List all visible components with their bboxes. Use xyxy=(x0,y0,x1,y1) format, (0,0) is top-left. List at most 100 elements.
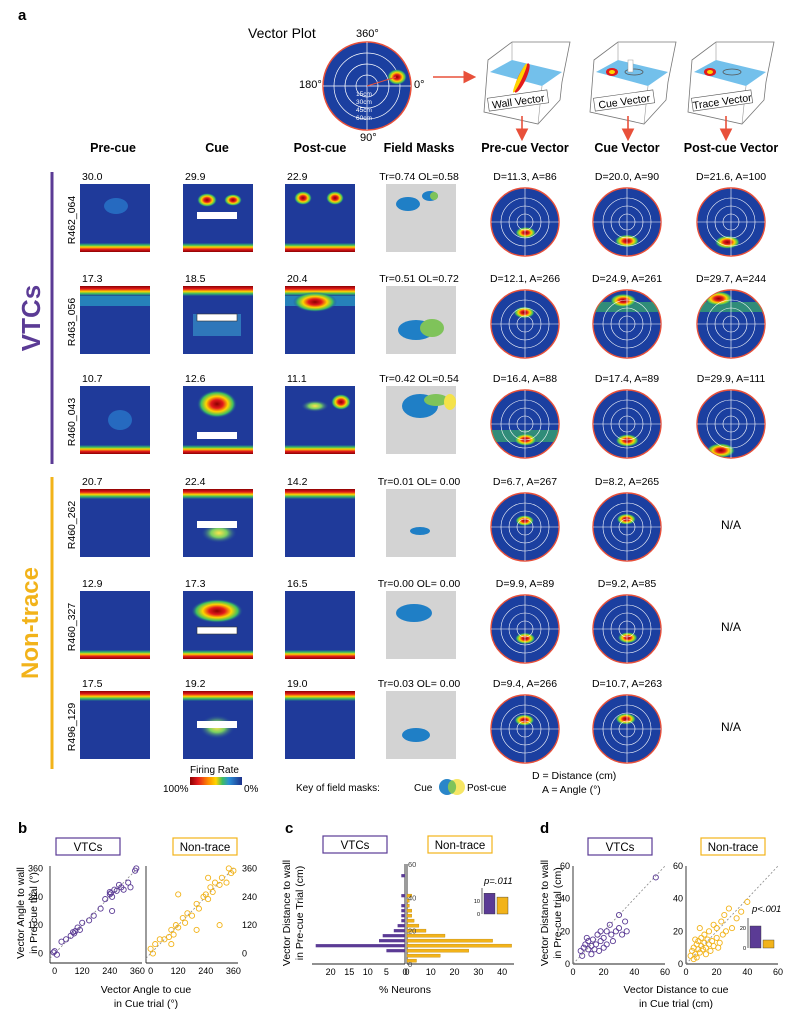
mask-bg xyxy=(386,591,456,659)
vector-na: N/A xyxy=(721,720,741,734)
scatter-point xyxy=(133,865,140,872)
scatter-point xyxy=(120,886,127,893)
histogram-bar-vtc xyxy=(401,914,405,918)
scatter-point xyxy=(202,891,209,898)
cue-field xyxy=(197,390,237,418)
column-header-6: Post-cue Vector xyxy=(684,141,779,155)
inset-tick: 20 xyxy=(740,926,746,932)
field-mask xyxy=(386,286,456,354)
scatter-point xyxy=(107,890,114,897)
wall-field xyxy=(80,243,150,252)
inset-tick: 10 xyxy=(474,899,480,905)
histogram-bar-vtc xyxy=(401,909,405,913)
mask-bg xyxy=(386,184,456,252)
scatter-point xyxy=(707,947,714,954)
x-tick: 0 xyxy=(683,967,688,977)
scatter-point xyxy=(719,931,726,938)
panel-a-legend: Firing Rate 100% 0% Key of field masks: … xyxy=(163,765,616,796)
column-header-1: Cue xyxy=(205,141,229,155)
vector-polar xyxy=(490,289,560,359)
vector-label: D=10.7, A=263 xyxy=(592,678,662,690)
model-box-0: Wall Vector xyxy=(483,41,571,142)
rate-map xyxy=(183,591,253,659)
group-label-0: VTCs xyxy=(16,285,46,351)
model-box-outline xyxy=(687,41,775,125)
cell-id: R460_043 xyxy=(66,398,78,447)
scatter-point xyxy=(585,946,592,953)
mask-bg xyxy=(386,286,456,354)
identity-line xyxy=(572,865,666,965)
cue-object xyxy=(196,626,238,635)
y-tick: 60 xyxy=(560,861,570,871)
field-mask xyxy=(386,386,456,454)
wall-field xyxy=(183,243,253,252)
ring-label-30: 30cm xyxy=(356,99,372,106)
cell-id: R460_327 xyxy=(66,603,78,652)
cell-row-3: 20.7 22.4 14.2 R460_262 Tr=0.01 OL= 0.00 D=6.… xyxy=(66,476,741,562)
panel-d: d VTCs Non-trace 0 20 40 60 0 20 40 60 0 20 40 60 0 20 40… xyxy=(539,820,783,1010)
wall-field xyxy=(80,489,150,499)
panel-d-ylabel-2: in Pre-cue trial (cm) xyxy=(552,867,564,959)
scatter-point xyxy=(184,910,191,917)
peak-rate: 12.6 xyxy=(185,373,206,385)
cell-rows: 30.0 29.9 22.9 R462_064 Tr=0.74 OL=0.58 D=11.… xyxy=(66,171,766,764)
mask-field xyxy=(410,527,430,535)
scatter-point xyxy=(147,945,154,952)
x-tick: 60 xyxy=(773,967,783,977)
panel-d-xlabel-2: in Cue trial (cm) xyxy=(639,998,713,1010)
wall-vector-field-core xyxy=(512,63,528,93)
scatter-point xyxy=(619,931,626,938)
x-tick: 40 xyxy=(629,967,639,977)
post-field xyxy=(301,400,329,412)
histogram-bar-vtc xyxy=(401,894,405,898)
scatter-point xyxy=(582,941,589,948)
histogram-bar-nontrace xyxy=(406,918,415,923)
wall-field xyxy=(285,286,355,296)
model-box-1: Cue Vector xyxy=(589,41,677,142)
scatter-point xyxy=(193,926,200,933)
y-tick: 20 xyxy=(408,927,416,936)
angle-label-360: 360° xyxy=(356,28,379,40)
x-tick: 0 xyxy=(402,967,407,977)
peak-rate: 12.9 xyxy=(82,578,103,590)
post-field xyxy=(331,394,351,410)
inset-tick: 0 xyxy=(743,946,746,952)
scatter-point xyxy=(744,898,751,905)
scatter-point xyxy=(713,934,720,941)
identity-line xyxy=(49,868,138,959)
rate-map xyxy=(285,691,355,759)
vector-polar xyxy=(490,187,560,257)
cell-row-5: 17.5 19.2 19.0 R496_129 Tr=0.03 OL= 0.00 D=9.… xyxy=(66,678,741,764)
y-tick: 20 xyxy=(673,926,683,936)
wall-field xyxy=(183,445,253,454)
model-box-outline xyxy=(589,41,677,125)
y-tick: 60 xyxy=(408,860,416,869)
mask-field xyxy=(444,394,456,410)
scatter-point xyxy=(102,896,109,903)
identity-line xyxy=(685,865,779,965)
histogram-bar-nontrace xyxy=(406,928,427,933)
scatter-point xyxy=(603,928,610,935)
x-tick: 360 xyxy=(130,966,145,976)
peak-rate: 20.7 xyxy=(82,476,103,488)
cell-id: R463_056 xyxy=(66,298,78,347)
inset-bar xyxy=(483,893,496,915)
histogram-bar-nontrace xyxy=(406,913,412,918)
histogram-bar-vtc xyxy=(315,944,405,948)
histogram-bar-vtc xyxy=(401,874,405,878)
panel-b-title-left-box xyxy=(55,837,121,856)
y-tick: 40 xyxy=(560,894,570,904)
y-tick: 0 xyxy=(565,959,570,969)
panel-d-title-left-box xyxy=(587,837,653,856)
histogram-bar-nontrace xyxy=(406,923,420,928)
cue-field xyxy=(191,599,243,623)
scatter-point xyxy=(90,912,97,919)
x-tick: 40 xyxy=(497,967,507,977)
vector-polar xyxy=(490,492,560,562)
x-tick: 20 xyxy=(326,967,336,977)
cue-object xyxy=(627,59,634,73)
peak-rate: 17.3 xyxy=(185,578,206,590)
scatter-point xyxy=(127,884,134,891)
field-mask xyxy=(386,184,456,252)
